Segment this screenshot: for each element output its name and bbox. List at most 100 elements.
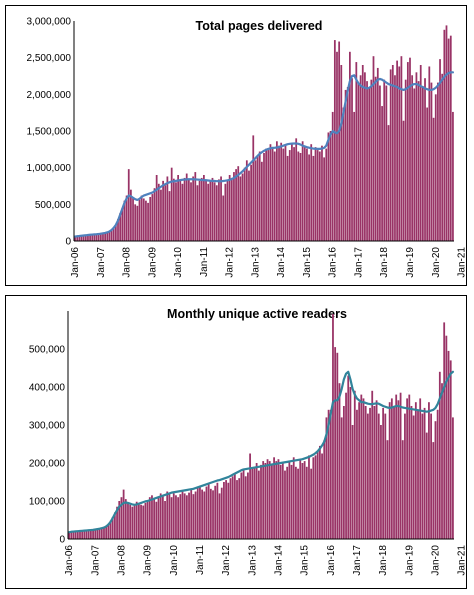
bar: [142, 505, 145, 539]
bar: [364, 406, 367, 539]
bar: [327, 132, 330, 241]
x-tick-label: Jan-11: [195, 545, 206, 575]
bar: [250, 164, 252, 241]
bar: [159, 493, 162, 539]
bar: [316, 451, 319, 539]
bar: [441, 73, 444, 241]
bar: [445, 335, 448, 539]
bar: [263, 153, 265, 241]
bar: [385, 85, 388, 241]
bar: [243, 167, 246, 241]
bar: [89, 235, 91, 241]
bar: [247, 472, 249, 539]
bar: [293, 147, 295, 241]
bar: [111, 516, 114, 539]
bar: [98, 528, 101, 539]
bar: [423, 407, 426, 539]
bar: [297, 468, 299, 539]
y-tick-label: 500,000: [35, 200, 72, 211]
bar: [177, 175, 179, 241]
bar: [441, 383, 443, 539]
bar: [218, 179, 220, 241]
bar: [321, 453, 323, 539]
bar: [114, 224, 117, 241]
bar: [161, 495, 164, 539]
bar: [329, 409, 332, 539]
bar: [256, 155, 259, 241]
bar: [273, 151, 276, 241]
bar: [236, 480, 238, 539]
bar: [142, 198, 145, 241]
bar: [207, 183, 210, 241]
x-tick-label: Jan-06: [64, 545, 75, 576]
x-tick-label: Jan-10: [169, 545, 180, 576]
bar: [179, 494, 182, 539]
bar: [301, 141, 304, 241]
bar: [386, 440, 389, 539]
bar: [231, 476, 234, 539]
bar: [404, 413, 406, 539]
bar: [310, 468, 313, 539]
bar: [130, 189, 132, 241]
x-tick-label: Jan-11: [199, 247, 210, 277]
bar: [412, 415, 415, 539]
x-tick-label: Jan-19: [404, 545, 415, 576]
bar: [110, 230, 113, 241]
bar: [357, 82, 360, 241]
bar: [145, 200, 147, 241]
x-tick-label: Jan-09: [143, 545, 154, 576]
bar: [205, 179, 207, 241]
bar: [374, 76, 377, 241]
bar: [244, 476, 247, 539]
y-tick-label: 0: [59, 535, 65, 546]
bar: [113, 512, 116, 539]
bar: [82, 235, 85, 241]
bar: [404, 79, 407, 241]
x-tick-label: Jan-14: [273, 545, 284, 576]
bar: [185, 495, 188, 539]
bar: [372, 56, 375, 242]
bar: [366, 413, 369, 539]
bar: [223, 482, 225, 539]
bar: [406, 62, 409, 241]
bar: [95, 234, 98, 241]
bar: [439, 59, 441, 241]
bar: [359, 75, 362, 242]
bar: [194, 172, 197, 241]
bar: [340, 65, 343, 241]
bar: [379, 85, 381, 241]
bar: [299, 459, 302, 539]
bar: [284, 470, 286, 539]
bar: [267, 150, 270, 241]
bar: [108, 231, 111, 241]
bar: [237, 166, 240, 241]
bar: [144, 502, 147, 539]
bar: [297, 151, 300, 241]
bar: [370, 79, 373, 241]
bar: [148, 497, 151, 539]
bar: [260, 161, 263, 241]
x-tick-label: Jan-08: [116, 545, 127, 576]
bar: [381, 106, 383, 241]
bar: [136, 205, 139, 241]
bar: [164, 501, 166, 539]
bar: [116, 506, 118, 539]
bar: [162, 180, 164, 241]
bar: [279, 464, 282, 539]
bar: [288, 461, 291, 539]
bar: [190, 182, 192, 241]
bar: [417, 409, 419, 539]
bar: [260, 464, 262, 539]
bar: [92, 529, 94, 539]
bar: [278, 145, 280, 241]
bar: [72, 531, 75, 539]
bar: [399, 392, 402, 539]
bar: [415, 72, 418, 241]
bar: [109, 520, 112, 539]
bar: [329, 131, 332, 241]
bar: [387, 125, 390, 241]
bar: [413, 88, 416, 241]
x-tick-label: Jan-07: [96, 247, 107, 278]
bar: [308, 154, 310, 241]
x-tick-label: Jan-13: [247, 545, 258, 576]
